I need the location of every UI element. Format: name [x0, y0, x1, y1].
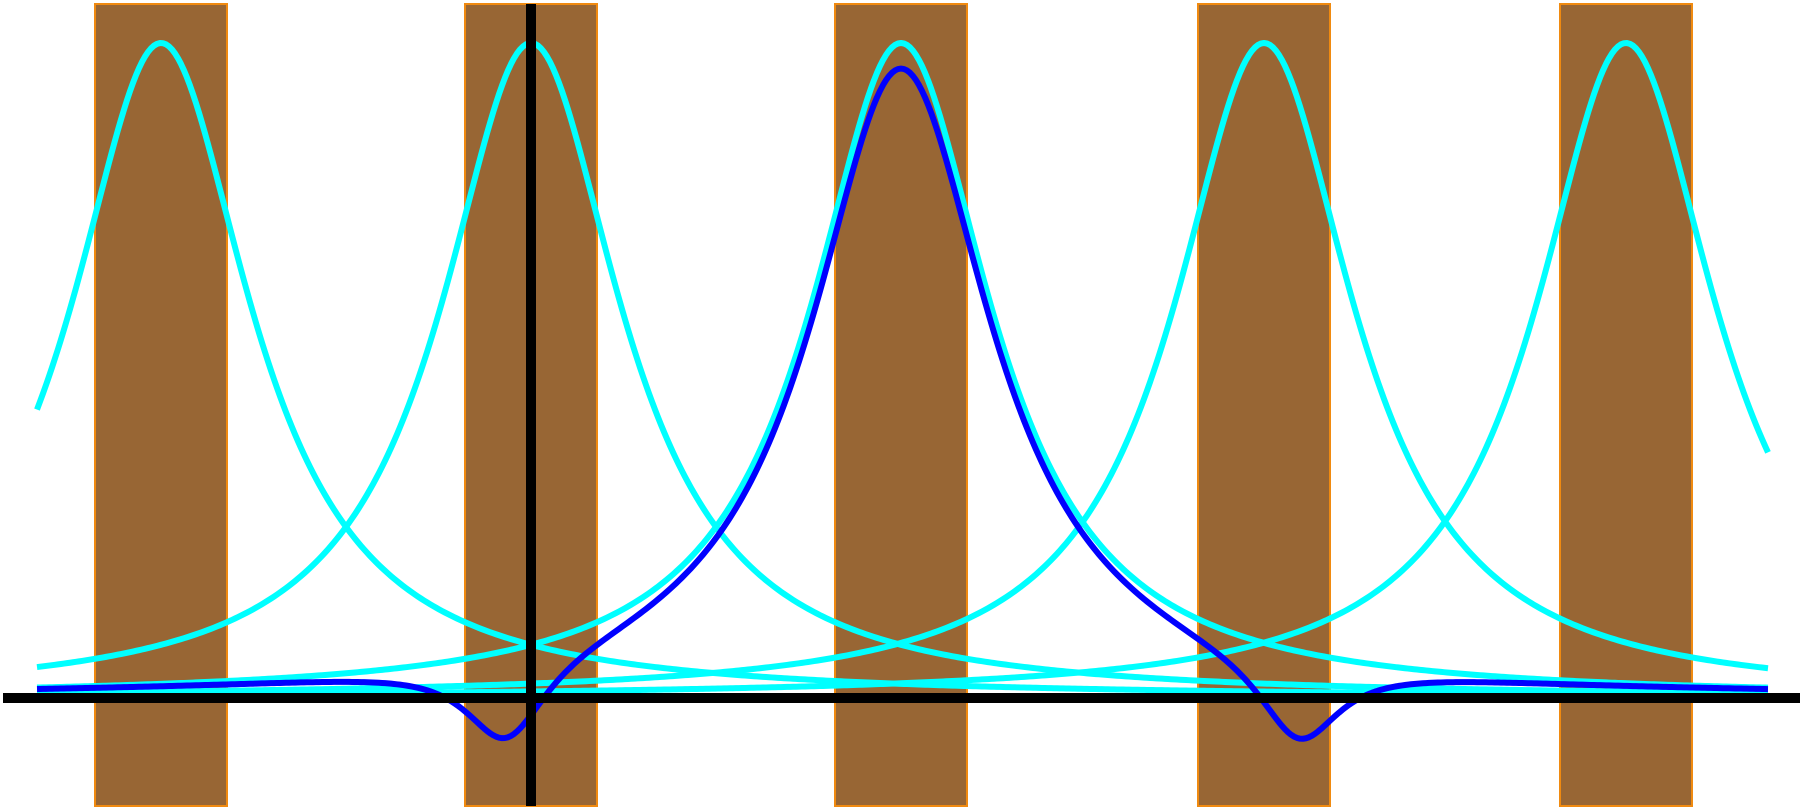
peak-curve-3: [36, 40, 1769, 691]
axes-layer: [3, 4, 1800, 806]
peak-curves-layer: [34, 40, 1771, 698]
combined-curve-layer: [36, 65, 1769, 742]
peak-curve-4: [36, 40, 1769, 696]
combined-curve: [36, 65, 1769, 742]
